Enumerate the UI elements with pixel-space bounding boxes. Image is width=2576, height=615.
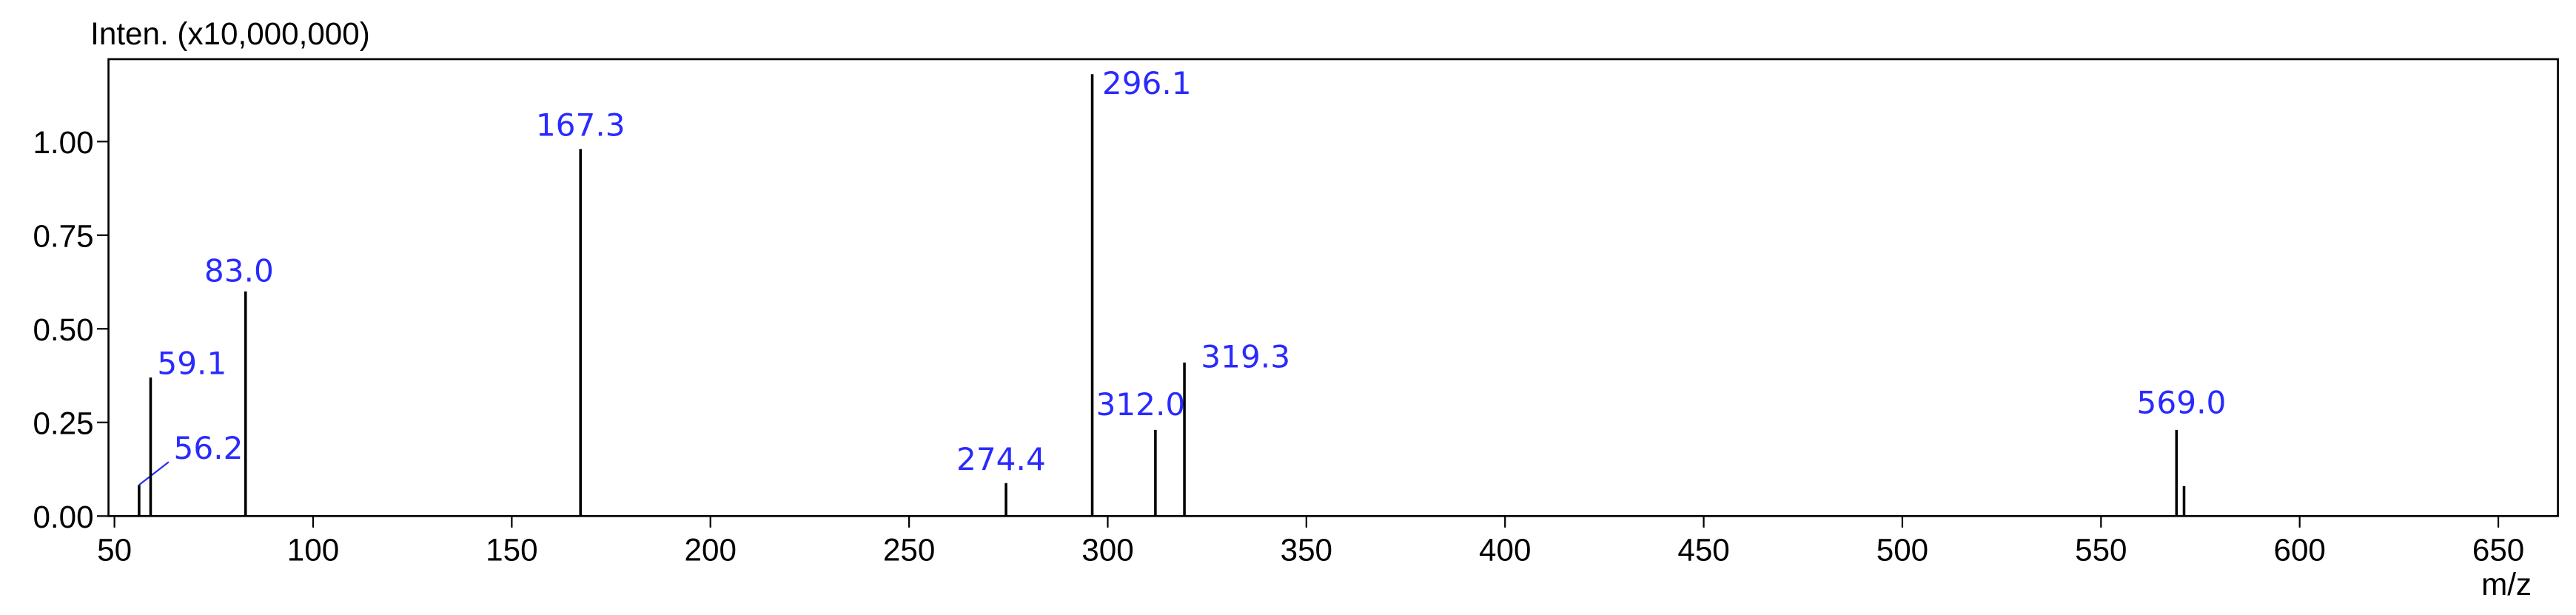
x-tick-label: 550 xyxy=(2075,532,2127,567)
peak-label: 59.1 xyxy=(157,346,227,382)
peak-label: 83.0 xyxy=(204,252,274,289)
x-tick-label: 100 xyxy=(287,532,339,567)
y-tick-label: 0.00 xyxy=(33,500,93,534)
x-tick-label: 300 xyxy=(1081,532,1133,567)
peak-label: 274.4 xyxy=(956,441,1046,477)
x-tick-label: 500 xyxy=(1876,532,1928,567)
peak-label: 56.2 xyxy=(174,430,244,466)
x-tick-label: 450 xyxy=(1677,532,1729,567)
x-axis-label: m/z xyxy=(2481,567,2532,602)
peak-label: 312.0 xyxy=(1096,386,1186,423)
peak-label: 569.0 xyxy=(2137,385,2227,421)
x-tick-label: 350 xyxy=(1281,532,1332,567)
x-tick-label: 650 xyxy=(2472,532,2524,567)
leader-line xyxy=(138,461,170,486)
y-tick-label: 0.50 xyxy=(33,312,93,347)
peak-label: 319.3 xyxy=(1201,338,1290,374)
plot-frame xyxy=(107,58,2559,517)
y-tick-label: 0.75 xyxy=(33,218,93,253)
x-tick-label: 600 xyxy=(2273,532,2325,567)
y-axis-label: Inten. (x10,000,000) xyxy=(90,16,370,51)
x-tick-label: 400 xyxy=(1479,532,1531,567)
x-tick-label: 50 xyxy=(97,532,132,567)
peak-label: 296.1 xyxy=(1102,65,1192,101)
x-tick-label: 200 xyxy=(685,532,737,567)
peak-label: 167.3 xyxy=(536,107,625,144)
y-tick-label: 1.00 xyxy=(33,125,93,160)
y-tick-label: 0.25 xyxy=(33,406,93,440)
x-tick-label: 150 xyxy=(486,532,537,567)
x-tick-label: 250 xyxy=(883,532,935,567)
